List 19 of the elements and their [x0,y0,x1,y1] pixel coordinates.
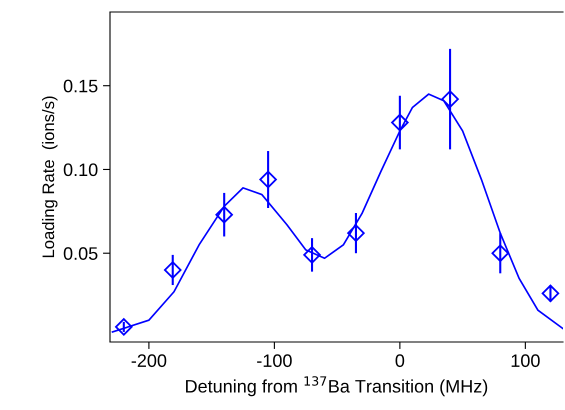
point [215,206,233,224]
point [391,114,409,132]
x-axis-title: Detuning from $^{137}$Ba Transition (MHz) [186,376,488,396]
y-axis-title: Loading Rate (ions/s) [42,96,58,258]
x-tick-label: -200 [132,354,166,368]
y-tick-label: 0.15 [64,80,98,92]
point [303,246,321,264]
y-tick-label: 0.10 [64,163,98,176]
point [491,244,510,262]
x-tick-label: 100 [512,354,540,368]
x-tick-label: 0 [396,354,404,368]
point [441,90,459,108]
point [115,318,133,336]
point [542,284,560,302]
y-tick-label: 0.05 [64,247,98,260]
x-tick-label: -100 [257,354,292,368]
point [259,170,277,188]
point [347,224,365,242]
point [164,261,182,279]
